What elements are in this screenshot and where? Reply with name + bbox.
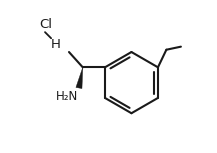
Text: Cl: Cl [40, 18, 53, 31]
Text: H: H [50, 38, 60, 51]
Text: H₂N: H₂N [56, 90, 78, 103]
Polygon shape [76, 67, 83, 89]
